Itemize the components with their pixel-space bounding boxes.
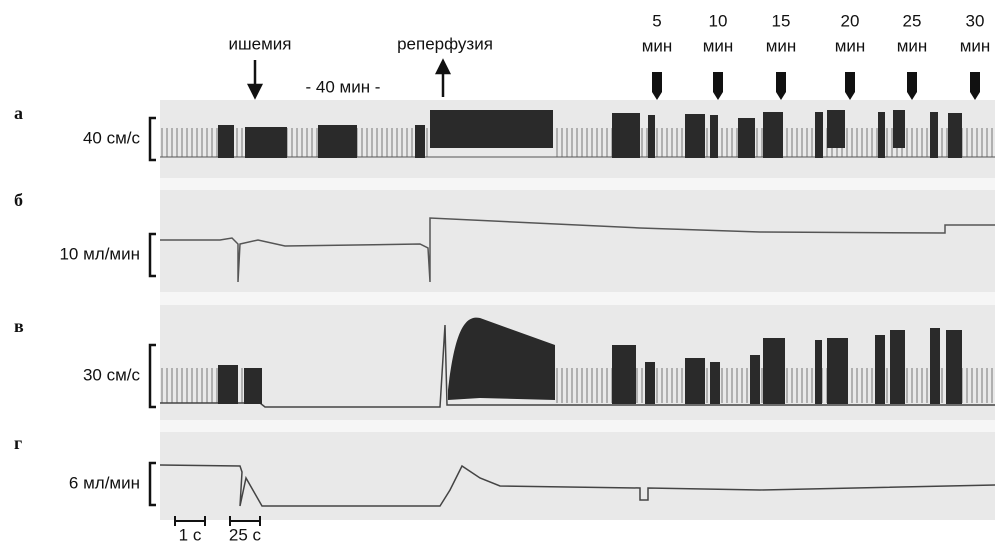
trace-c-block (946, 330, 962, 404)
panel-letter: в (14, 316, 24, 336)
panel-scale: 10 мл/мин (59, 244, 140, 263)
trace-c-block (875, 335, 885, 404)
time-pointer (845, 72, 855, 100)
scale-bracket (150, 118, 156, 160)
trace-a-block (815, 112, 823, 158)
arrowhead (437, 61, 449, 73)
trace-c-block (218, 365, 238, 404)
time-mark-unit: мин (766, 36, 797, 55)
trace-a-block (878, 112, 885, 158)
trace-c-block (827, 338, 848, 404)
scale-bar-label: 25 с (229, 525, 262, 544)
panel-letter: а (14, 103, 23, 123)
trace-a-block (827, 110, 845, 148)
trace-c-block (750, 355, 760, 404)
panel-scale: 40 см/с (83, 128, 141, 147)
time-mark-value: 15 (772, 11, 791, 30)
time-pointer (907, 72, 917, 100)
time-mark-value: 20 (841, 11, 860, 30)
time-mark-unit: мин (960, 36, 991, 55)
time-mark-unit: мин (642, 36, 673, 55)
trace-a-block (612, 113, 640, 158)
scale-bar-label: 1 с (179, 525, 202, 544)
trace-a-block (893, 110, 905, 148)
trace-c-block (244, 368, 262, 404)
paper (160, 100, 995, 520)
arrowhead (249, 85, 261, 97)
trace-c-block (612, 345, 636, 404)
trace-c-block (685, 358, 705, 404)
time-pointer (776, 72, 786, 100)
trace-a-block (685, 114, 705, 158)
trace-c-block (645, 362, 655, 404)
trace-a-block (710, 115, 718, 158)
time-mark-unit: мин (835, 36, 866, 55)
scale-bracket (150, 463, 156, 505)
scale-bracket (150, 345, 156, 407)
page: {"events": [{"label": "ишемия"}, {"label… (0, 0, 995, 545)
gap (160, 292, 995, 305)
panel-letter: б (14, 190, 23, 210)
trace-a-block (763, 112, 783, 158)
trace-a-block (430, 110, 553, 148)
trace-a-block (948, 113, 962, 158)
trace-a-block (245, 127, 287, 158)
trace-a-block (415, 125, 425, 158)
trace-c-block (710, 362, 720, 404)
panel-letter: г (14, 433, 22, 453)
panel-scale: 30 см/с (83, 365, 141, 384)
trace-a-block (648, 115, 655, 158)
time-mark-unit: мин (703, 36, 734, 55)
trace-c-block (890, 330, 905, 404)
gap (160, 420, 995, 432)
time-mark-value: 10 (709, 11, 728, 30)
time-mark-value: 30 (966, 11, 985, 30)
trace-a-block (218, 125, 234, 158)
trace-c-block (763, 338, 785, 404)
panel-scale: 6 мл/мин (69, 473, 140, 492)
trace-c-block (815, 340, 822, 404)
time-pointer (970, 72, 980, 100)
time-mark-value: 25 (903, 11, 922, 30)
event-label: - 40 мин - (306, 77, 381, 96)
time-mark-unit: мин (897, 36, 928, 55)
gap (160, 178, 995, 190)
time-pointer (652, 72, 662, 100)
scale-bracket (150, 234, 156, 276)
time-mark-value: 5 (652, 11, 661, 30)
event-label: ишемия (229, 34, 292, 53)
trace-a-block (738, 118, 755, 158)
trace-a-block (930, 112, 938, 158)
trace-c-block (930, 328, 940, 404)
figure: ишемия - 40 мин - реперфузия 1 с 25 с 5 м… (0, 0, 995, 545)
time-pointer (713, 72, 723, 100)
trace-a-block (318, 125, 357, 158)
recording-background (160, 100, 995, 520)
event-label: реперфузия (397, 34, 493, 53)
